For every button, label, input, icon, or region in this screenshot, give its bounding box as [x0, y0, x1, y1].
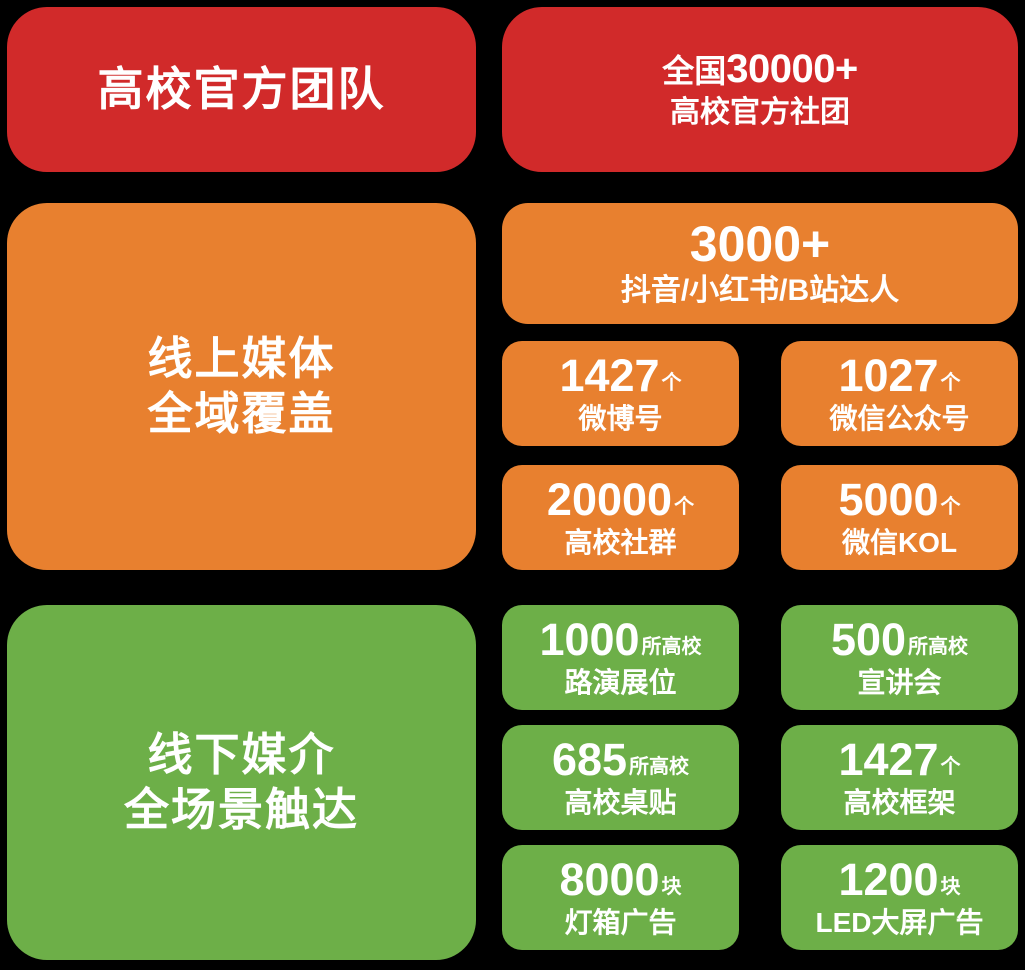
stat-top-row: 500 所高校: [830, 613, 969, 665]
banner-label: 抖音/小红书/B站达人: [620, 273, 900, 307]
stat-label: 路演展位: [564, 667, 677, 699]
section-hero-offline-media: 线下媒介 全场景触达: [7, 605, 476, 960]
stat-card-lightbox-ads: 8000 块 灯箱广告: [502, 845, 739, 950]
stat-number: 1000: [539, 613, 640, 665]
stat-unit: 所高校: [641, 635, 702, 658]
stat-number: 685: [551, 733, 628, 785]
hero-title-line1: 高校官方团队: [97, 63, 386, 116]
stat-card-wechat-official-accounts: 1027 个 微信公众号: [781, 341, 1018, 446]
headline-number: 30000+: [726, 46, 858, 91]
stat-label: 高校桌贴: [564, 787, 677, 819]
stat-unit: 所高校: [908, 635, 969, 658]
stat-unit: 个: [661, 371, 682, 394]
stat-top-row: 1027 个: [838, 349, 961, 401]
stat-number: 500: [830, 613, 907, 665]
stat-label: 灯箱广告: [564, 907, 677, 939]
hero-title-line1: 线上媒体: [147, 332, 336, 384]
stat-top-row: 8000 块: [559, 853, 682, 905]
stat-card-led-screen-ads: 1200 块 LED大屏广告: [781, 845, 1018, 950]
banner-number: 3000+: [689, 216, 831, 273]
stat-label: 高校社群: [564, 527, 677, 559]
stat-card-wechat-kol: 5000 个 微信KOL: [781, 465, 1018, 570]
stat-unit: 个: [674, 495, 695, 518]
stat-unit: 个: [940, 755, 961, 778]
hero-title-line1: 线下媒介: [147, 728, 336, 780]
stat-unit: 块: [940, 875, 961, 898]
stat-number: 1427: [838, 733, 939, 785]
headline-subtitle: 高校官方社团: [670, 95, 850, 129]
stat-card-roadshow-booths: 1000 所高校 路演展位: [502, 605, 739, 710]
headline-card-official-clubs: 全国 30000+ 高校官方社团: [502, 7, 1018, 172]
stat-number: 20000: [546, 473, 673, 525]
hero-title-line2: 全域覆盖: [147, 387, 336, 439]
stat-card-campus-frames: 1427 个 高校框架: [781, 725, 1018, 830]
stat-number: 1200: [838, 853, 939, 905]
stat-top-row: 1000 所高校: [539, 613, 702, 665]
stat-number: 1427: [559, 349, 660, 401]
stat-label: 微信KOL: [841, 527, 958, 559]
stat-top-row: 1200 块: [838, 853, 961, 905]
stat-label: 微博号: [578, 403, 663, 435]
stat-unit: 个: [940, 495, 961, 518]
stat-unit: 块: [661, 875, 682, 898]
stat-top-row: 5000 个: [838, 473, 961, 525]
stat-label: 高校框架: [843, 787, 956, 819]
stat-label: 宣讲会: [857, 667, 942, 699]
stat-label: 微信公众号: [829, 403, 970, 435]
stat-card-campus-communities: 20000 个 高校社群: [502, 465, 739, 570]
stat-unit: 个: [940, 371, 961, 394]
stat-top-row: 1427 个: [559, 349, 682, 401]
stat-top-row: 1427 个: [838, 733, 961, 785]
section-hero-official-team: 高校官方团队: [7, 7, 476, 172]
hero-title-line2: 全场景触达: [123, 783, 359, 835]
stat-number: 5000: [838, 473, 939, 525]
stat-card-weibo-accounts: 1427 个 微博号: [502, 341, 739, 446]
stat-number: 8000: [559, 853, 660, 905]
stat-unit: 所高校: [629, 755, 690, 778]
stat-top-row: 685 所高校: [551, 733, 690, 785]
banner-card-kol: 3000+ 抖音/小红书/B站达人: [502, 203, 1018, 324]
headline-prefix: 全国: [662, 52, 727, 89]
stat-label: LED大屏广告: [815, 907, 984, 939]
stat-card-desk-stickers: 685 所高校 高校桌贴: [502, 725, 739, 830]
headline-top-row: 全国 30000+: [662, 49, 858, 89]
section-hero-online-media: 线上媒体 全域覆盖: [7, 203, 476, 570]
stat-number: 1027: [838, 349, 939, 401]
stat-card-info-sessions: 500 所高校 宣讲会: [781, 605, 1018, 710]
stat-top-row: 20000 个: [546, 473, 695, 525]
